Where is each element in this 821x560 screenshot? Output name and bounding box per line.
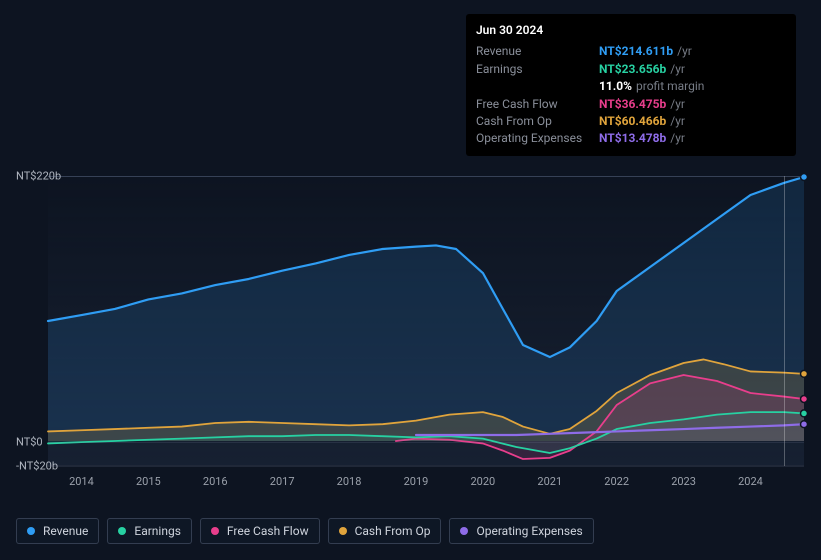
legend-item-operating_expenses[interactable]: Operating Expenses bbox=[449, 518, 593, 544]
legend-dot-icon bbox=[339, 527, 347, 535]
chart-x-tick-label: 2022 bbox=[604, 475, 629, 488]
legend-dot-icon bbox=[460, 527, 468, 535]
chart-svg bbox=[48, 177, 804, 465]
chart-x-tick-label: 2021 bbox=[537, 475, 562, 488]
chart-x-tick-label: 2016 bbox=[203, 475, 228, 488]
tooltip-row: Cash From Op NT$60.466b/yr bbox=[476, 113, 786, 130]
chart-legend: Revenue Earnings Free Cash Flow Cash From O… bbox=[16, 518, 594, 544]
chart-x-tick-label: 2018 bbox=[337, 475, 362, 488]
tooltip-title: Jun 30 2024 bbox=[476, 22, 786, 39]
chart-gridline bbox=[48, 176, 804, 177]
tooltip-row-label bbox=[476, 78, 591, 95]
tooltip-row-value: 11.0%profit margin bbox=[599, 78, 704, 95]
chart-series-endpoint-revenue bbox=[801, 174, 808, 181]
legend-item-label: Cash From Op bbox=[355, 524, 431, 538]
tooltip-row-unit: /yr bbox=[670, 97, 685, 111]
chart-x-tick-label: 2024 bbox=[738, 475, 763, 488]
legend-item-earnings[interactable]: Earnings bbox=[107, 518, 192, 544]
tooltip-row-label: Earnings bbox=[476, 61, 591, 78]
tooltip-row-value: NT$214.611b/yr bbox=[599, 43, 692, 60]
chart-x-tick-label: 2014 bbox=[69, 475, 94, 488]
chart-series-endpoint-cash_from_op bbox=[801, 370, 808, 377]
legend-item-revenue[interactable]: Revenue bbox=[16, 518, 99, 544]
chart-series-endpoint-earnings bbox=[801, 410, 808, 417]
legend-dot-icon bbox=[27, 527, 35, 535]
tooltip-row-value: NT$36.475b/yr bbox=[599, 96, 685, 113]
tooltip-row: 11.0%profit margin bbox=[476, 78, 786, 95]
legend-dot-icon bbox=[211, 527, 219, 535]
chart-series-endpoint-operating_expenses bbox=[801, 421, 808, 428]
tooltip-row-label: Operating Expenses bbox=[476, 130, 591, 147]
tooltip-row-value: NT$13.478b/yr bbox=[599, 130, 685, 147]
legend-item-cash_from_op[interactable]: Cash From Op bbox=[328, 518, 442, 544]
tooltip-row-unit: /yr bbox=[670, 62, 685, 76]
legend-item-label: Earnings bbox=[134, 524, 181, 538]
legend-item-label: Operating Expenses bbox=[476, 524, 582, 538]
chart-x-tick-label: 2023 bbox=[671, 475, 696, 488]
chart-x-tick-label: 2019 bbox=[404, 475, 429, 488]
chart-x-tick-label: 2015 bbox=[136, 475, 161, 488]
tooltip-row: Free Cash Flow NT$36.475b/yr bbox=[476, 96, 786, 113]
tooltip-row-value: NT$23.656b/yr bbox=[599, 61, 685, 78]
chart-tooltip: Jun 30 2024 RevenueNT$214.611b/yrEarning… bbox=[466, 14, 796, 156]
tooltip-row-label: Revenue bbox=[476, 43, 591, 60]
legend-item-label: Free Cash Flow bbox=[227, 524, 309, 538]
legend-item-label: Revenue bbox=[43, 524, 88, 538]
tooltip-row: Operating Expenses NT$13.478b/yr bbox=[476, 130, 786, 147]
tooltip-row-unit: profit margin bbox=[636, 79, 704, 93]
chart-x-axis: 2014 2015 2016 2017 2018 2019 2020 2021 2022 2023… bbox=[48, 470, 804, 490]
tooltip-row: Revenue NT$214.611b/yr bbox=[476, 43, 786, 60]
chart-y-tick-label: NT$0 bbox=[16, 435, 43, 448]
legend-item-free_cash_flow[interactable]: Free Cash Flow bbox=[200, 518, 320, 544]
chart-series-endpoint-free_cash_flow bbox=[801, 396, 808, 403]
tooltip-row-unit: /yr bbox=[677, 44, 692, 58]
tooltip-row-label: Cash From Op bbox=[476, 113, 591, 130]
legend-dot-icon bbox=[118, 527, 126, 535]
financials-chart[interactable]: 2014 2015 2016 2017 2018 2019 2020 2021 2022 2023… bbox=[16, 160, 806, 500]
tooltip-row-label: Free Cash Flow bbox=[476, 96, 591, 113]
tooltip-row-unit: /yr bbox=[670, 114, 685, 128]
chart-gridline bbox=[48, 442, 804, 443]
tooltip-row-unit: /yr bbox=[670, 131, 685, 145]
chart-plot-area[interactable] bbox=[48, 176, 804, 466]
chart-x-tick-label: 2020 bbox=[470, 475, 495, 488]
chart-x-tick-label: 2017 bbox=[270, 475, 295, 488]
tooltip-row: Earnings NT$23.656b/yr bbox=[476, 61, 786, 78]
chart-gridline bbox=[48, 466, 804, 467]
tooltip-row-value: NT$60.466b/yr bbox=[599, 113, 685, 130]
